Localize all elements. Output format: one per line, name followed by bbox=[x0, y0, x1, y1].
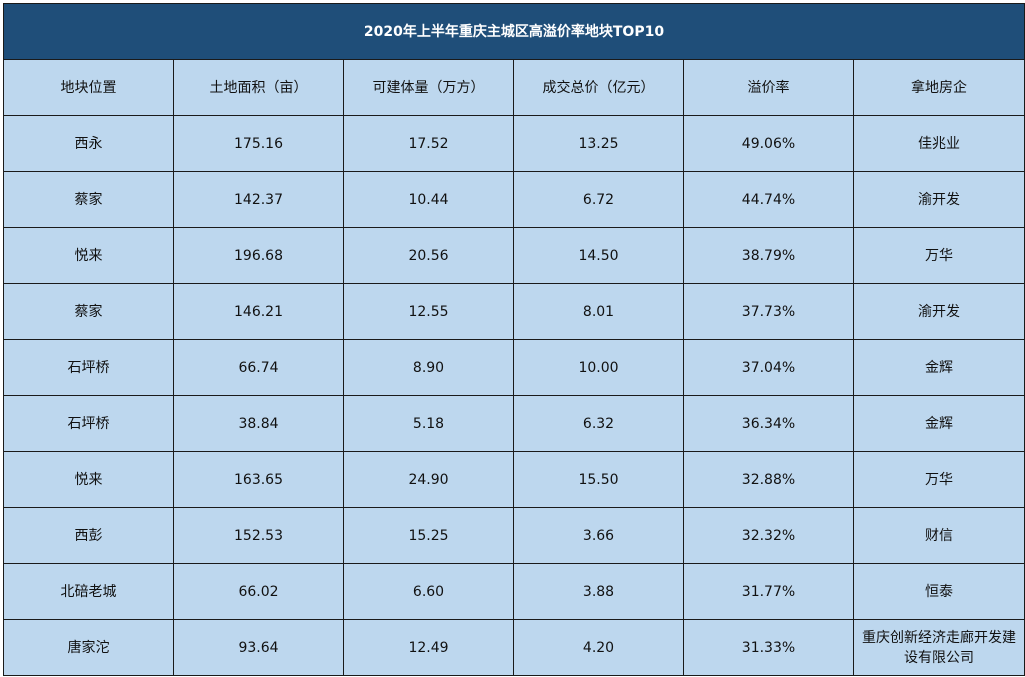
header-buildable-volume: 可建体量（万方） bbox=[343, 59, 514, 116]
cell-developer: 佳兆业 bbox=[852, 115, 1025, 172]
title-row: 2020年上半年重庆主城区高溢价率地块TOP10 bbox=[2, 3, 1025, 60]
cell-buildable-volume: 15.25 bbox=[343, 507, 514, 564]
cell-total-price: 10.00 bbox=[513, 339, 684, 396]
cell-buildable-volume: 6.60 bbox=[343, 563, 514, 620]
cell-buildable-volume: 12.49 bbox=[343, 619, 514, 676]
cell-total-price: 3.66 bbox=[513, 507, 684, 564]
table-row: 悦来 163.65 24.90 15.50 32.88% 万华 bbox=[3, 451, 1025, 508]
cell-total-price: 4.20 bbox=[513, 619, 684, 676]
table-title: 2020年上半年重庆主城区高溢价率地块TOP10 bbox=[2, 3, 1025, 60]
cell-developer: 渝开发 bbox=[852, 171, 1025, 228]
cell-developer: 万华 bbox=[852, 227, 1025, 284]
cell-land-area: 196.68 bbox=[173, 227, 344, 284]
cell-location: 北碚老城 bbox=[3, 563, 174, 620]
cell-premium-rate: 38.79% bbox=[683, 227, 854, 284]
cell-total-price: 6.72 bbox=[513, 171, 684, 228]
cell-total-price: 13.25 bbox=[513, 115, 684, 172]
cell-total-price: 8.01 bbox=[513, 283, 684, 340]
cell-premium-rate: 31.77% bbox=[683, 563, 854, 620]
table-row: 石坪桥 38.84 5.18 6.32 36.34% 金辉 bbox=[3, 395, 1025, 452]
cell-premium-rate: 36.34% bbox=[683, 395, 854, 452]
cell-location: 石坪桥 bbox=[3, 339, 174, 396]
cell-land-area: 152.53 bbox=[173, 507, 344, 564]
table-row: 悦来 196.68 20.56 14.50 38.79% 万华 bbox=[3, 227, 1025, 284]
cell-land-area: 66.74 bbox=[173, 339, 344, 396]
cell-premium-rate: 49.06% bbox=[683, 115, 854, 172]
cell-developer: 万华 bbox=[852, 451, 1025, 508]
cell-location: 悦来 bbox=[3, 451, 174, 508]
cell-premium-rate: 37.73% bbox=[683, 283, 854, 340]
cell-total-price: 14.50 bbox=[513, 227, 684, 284]
cell-total-price: 6.32 bbox=[513, 395, 684, 452]
cell-buildable-volume: 24.90 bbox=[343, 451, 514, 508]
cell-developer: 财信 bbox=[852, 507, 1025, 564]
cell-land-area: 175.16 bbox=[173, 115, 344, 172]
cell-location: 蔡家 bbox=[3, 283, 174, 340]
cell-land-area: 142.37 bbox=[173, 171, 344, 228]
cell-developer: 重庆创新经济走廊开发建设有限公司 bbox=[852, 619, 1025, 676]
table-row: 西彭 152.53 15.25 3.66 32.32% 财信 bbox=[3, 507, 1025, 564]
cell-premium-rate: 31.33% bbox=[683, 619, 854, 676]
header-row: 地块位置 土地面积（亩） 可建体量（万方） 成交总价（亿元） 溢价率 拿地房企 bbox=[3, 59, 1025, 116]
header-land-area: 土地面积（亩） bbox=[173, 59, 344, 116]
cell-location: 西永 bbox=[3, 115, 174, 172]
cell-developer: 金辉 bbox=[852, 395, 1025, 452]
header-total-price: 成交总价（亿元） bbox=[513, 59, 684, 116]
cell-buildable-volume: 17.52 bbox=[343, 115, 514, 172]
cell-location: 蔡家 bbox=[3, 171, 174, 228]
table-row: 北碚老城 66.02 6.60 3.88 31.77% 恒泰 bbox=[3, 563, 1025, 620]
cell-land-area: 93.64 bbox=[173, 619, 344, 676]
cell-buildable-volume: 20.56 bbox=[343, 227, 514, 284]
cell-buildable-volume: 12.55 bbox=[343, 283, 514, 340]
cell-premium-rate: 37.04% bbox=[683, 339, 854, 396]
table-row: 唐家沱 93.64 12.49 4.20 31.33% 重庆创新经济走廊开发建设… bbox=[3, 619, 1025, 676]
header-location: 地块位置 bbox=[3, 59, 174, 116]
header-premium-rate: 溢价率 bbox=[683, 59, 854, 116]
cell-premium-rate: 44.74% bbox=[683, 171, 854, 228]
cell-location: 西彭 bbox=[3, 507, 174, 564]
cell-premium-rate: 32.88% bbox=[683, 451, 854, 508]
header-developer: 拿地房企 bbox=[852, 59, 1025, 116]
table-row: 石坪桥 66.74 8.90 10.00 37.04% 金辉 bbox=[3, 339, 1025, 396]
cell-land-area: 38.84 bbox=[173, 395, 344, 452]
cell-premium-rate: 32.32% bbox=[683, 507, 854, 564]
cell-buildable-volume: 10.44 bbox=[343, 171, 514, 228]
table-row: 蔡家 142.37 10.44 6.72 44.74% 渝开发 bbox=[3, 171, 1025, 228]
cell-location: 唐家沱 bbox=[3, 619, 174, 676]
cell-developer: 恒泰 bbox=[852, 563, 1025, 620]
cell-location: 石坪桥 bbox=[3, 395, 174, 452]
cell-land-area: 66.02 bbox=[173, 563, 344, 620]
cell-land-area: 146.21 bbox=[173, 283, 344, 340]
cell-total-price: 3.88 bbox=[513, 563, 684, 620]
cell-buildable-volume: 8.90 bbox=[343, 339, 514, 396]
table-row: 西永 175.16 17.52 13.25 49.06% 佳兆业 bbox=[3, 115, 1025, 172]
cell-developer: 金辉 bbox=[852, 339, 1025, 396]
table-row: 蔡家 146.21 12.55 8.01 37.73% 渝开发 bbox=[3, 283, 1025, 340]
cell-developer: 渝开发 bbox=[852, 283, 1025, 340]
cell-total-price: 15.50 bbox=[513, 451, 684, 508]
cell-buildable-volume: 5.18 bbox=[343, 395, 514, 452]
cell-location: 悦来 bbox=[3, 227, 174, 284]
cell-land-area: 163.65 bbox=[173, 451, 344, 508]
land-premium-table: 2020年上半年重庆主城区高溢价率地块TOP10 地块位置 土地面积（亩） 可建… bbox=[2, 3, 1025, 676]
